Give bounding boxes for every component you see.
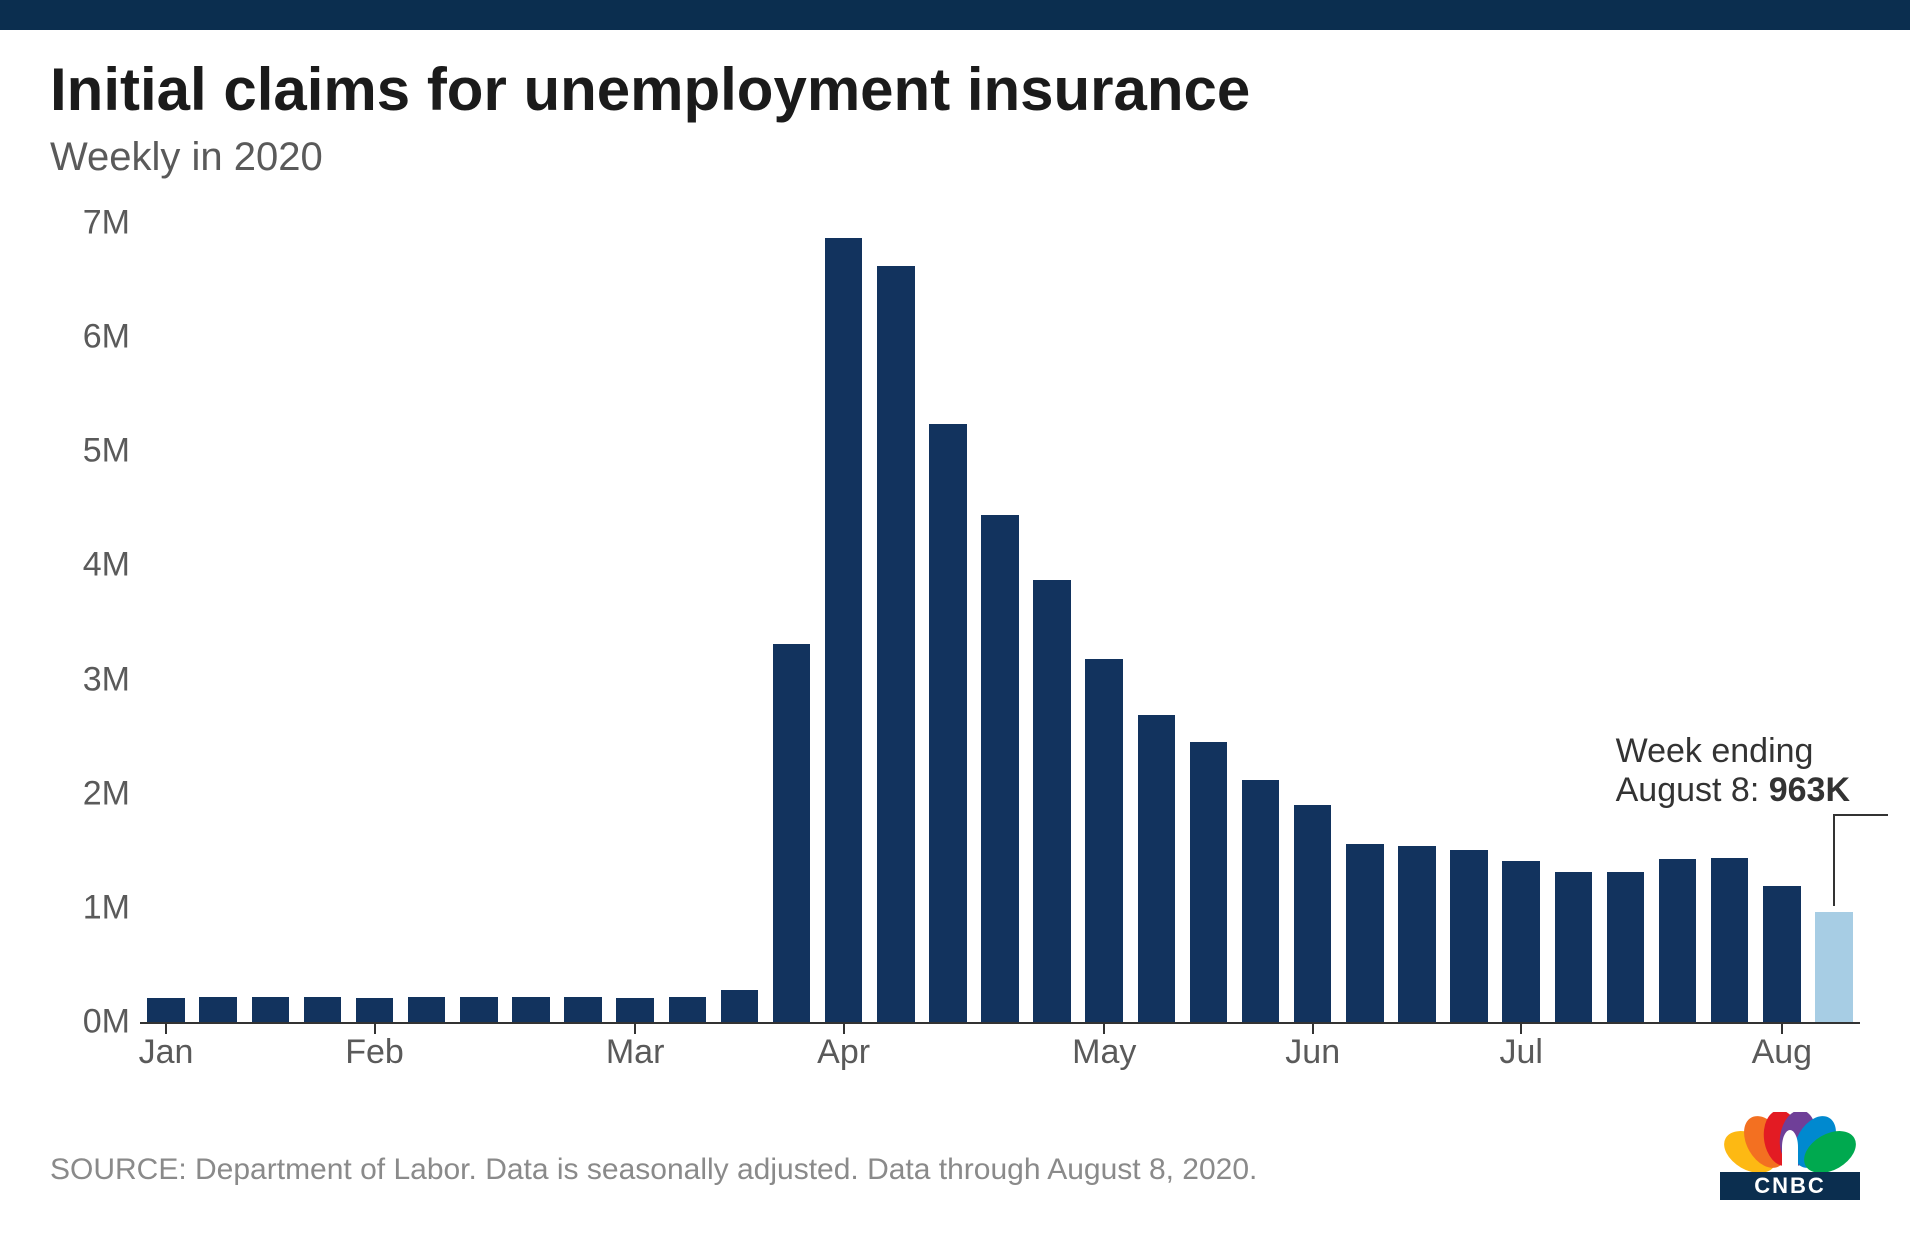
- bar: [1763, 886, 1801, 1022]
- bar: [1450, 850, 1488, 1022]
- chart-title: Initial claims for unemployment insuranc…: [50, 55, 1250, 124]
- x-tick-label: Jan: [139, 1033, 194, 1072]
- source-text: SOURCE: Department of Labor. Data is sea…: [50, 1153, 1257, 1187]
- y-tick-label: 4M: [50, 546, 130, 585]
- y-tick-label: 2M: [50, 774, 130, 813]
- bar: [252, 997, 290, 1022]
- bar: [877, 266, 915, 1022]
- y-tick-label: 0M: [50, 1003, 130, 1042]
- y-tick-label: 7M: [50, 203, 130, 242]
- cnbc-logo: CNBC: [1710, 1112, 1860, 1202]
- y-tick-label: 1M: [50, 888, 130, 927]
- bar: [199, 997, 237, 1022]
- callout-leader-v: [1833, 814, 1835, 906]
- bar: [512, 997, 550, 1022]
- bar: [304, 997, 342, 1022]
- x-tick-label: Mar: [606, 1033, 665, 1072]
- callout-leader-h: [1833, 814, 1888, 816]
- top-bar: [0, 0, 1910, 30]
- x-tick-label: Apr: [817, 1033, 870, 1072]
- bar: [825, 238, 863, 1022]
- callout-line-2: August 8: 963K: [1616, 771, 1850, 810]
- bar: [1085, 659, 1123, 1022]
- y-tick-label: 3M: [50, 660, 130, 699]
- y-tick-label: 6M: [50, 318, 130, 357]
- y-tick-label: 5M: [50, 432, 130, 471]
- bar: [1659, 859, 1697, 1022]
- bar: [460, 997, 498, 1022]
- x-tick-label: Jul: [1499, 1033, 1542, 1072]
- plot-region: Week endingAugust 8: 963K: [140, 200, 1860, 1022]
- callout-line-1: Week ending: [1616, 732, 1850, 771]
- bar: [773, 644, 811, 1022]
- bar: [1294, 805, 1332, 1022]
- bar: [147, 998, 185, 1022]
- bar: [356, 998, 394, 1022]
- bar: [564, 997, 602, 1022]
- bar: [1502, 861, 1540, 1022]
- bar: [981, 515, 1019, 1022]
- bar: [408, 997, 446, 1022]
- axis-baseline: [140, 1022, 1860, 1024]
- bar: [929, 424, 967, 1022]
- bar: [1346, 844, 1384, 1022]
- x-tick-label: Feb: [345, 1033, 404, 1072]
- x-tick-label: Jun: [1285, 1033, 1340, 1072]
- bar: [1190, 742, 1228, 1022]
- bar-highlight: [1815, 912, 1853, 1022]
- bar: [1711, 858, 1749, 1022]
- callout-label: Week endingAugust 8: 963K: [1616, 732, 1850, 810]
- bar: [1607, 872, 1645, 1022]
- bar: [669, 997, 707, 1022]
- bar: [721, 990, 759, 1022]
- bar: [1033, 580, 1071, 1022]
- bar: [1555, 872, 1593, 1022]
- bar: [1138, 715, 1176, 1022]
- x-tick-label: May: [1072, 1033, 1136, 1072]
- bar: [616, 998, 654, 1022]
- callout-value: 963K: [1769, 771, 1850, 809]
- bar: [1242, 780, 1280, 1022]
- chart-area: Week endingAugust 8: 963K 0M 1M 2M 3M 4M 5M 6M…: [50, 200, 1860, 1092]
- chart-subtitle: Weekly in 2020: [50, 135, 323, 180]
- svg-text:CNBC: CNBC: [1754, 1173, 1826, 1198]
- bar: [1398, 846, 1436, 1022]
- x-tick-label: Aug: [1752, 1033, 1813, 1072]
